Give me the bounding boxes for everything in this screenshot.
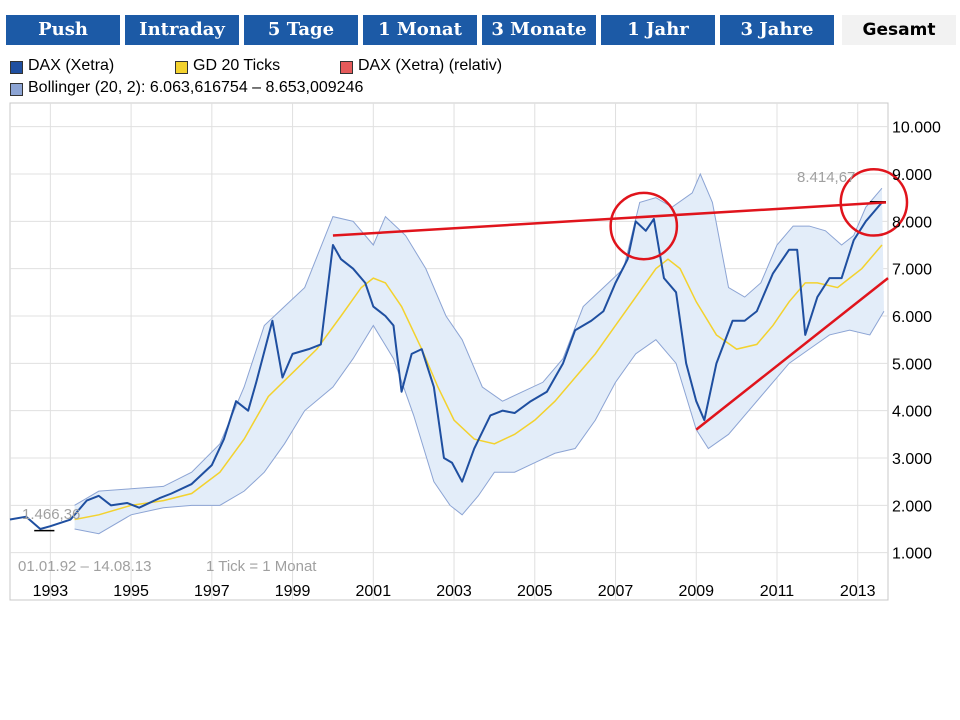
tab-1-jahr[interactable]: 1 Jahr bbox=[601, 15, 715, 45]
trend-line-upper bbox=[332, 201, 887, 237]
x-tick-label: 1999 bbox=[275, 583, 311, 600]
dax-line bbox=[9, 201, 883, 530]
x-tick-label: 1997 bbox=[194, 583, 230, 600]
plot-area bbox=[9, 102, 889, 601]
y-tick-label: 2.000 bbox=[892, 498, 932, 515]
highlight-circle-2 bbox=[839, 168, 909, 237]
tick-note-label: 1 Tick = 1 Monat bbox=[206, 558, 317, 575]
y-tick-label: 7.000 bbox=[892, 262, 932, 279]
legend-label-bollinger: Bollinger (20, 2): 6.063,616754 – 8.653,… bbox=[28, 79, 364, 96]
y-tick-label: 9.000 bbox=[892, 167, 932, 184]
highlight-circle-1 bbox=[609, 191, 679, 261]
min-value-label: 1.466,36 bbox=[22, 506, 80, 523]
y-tick-label: 10.000 bbox=[892, 120, 941, 137]
time-range-tabs: Push Intraday 5 Tage 1 Monat 3 Monate 1 … bbox=[6, 15, 956, 45]
tab-3-monate[interactable]: 3 Monate bbox=[482, 15, 596, 45]
legend-swatch-bollinger bbox=[10, 83, 23, 96]
x-tick-label: 2007 bbox=[598, 583, 634, 600]
y-tick-label: 6.000 bbox=[892, 309, 932, 326]
x-tick-label: 2005 bbox=[517, 583, 553, 600]
bollinger-band-area bbox=[74, 174, 884, 534]
tab-3-jahre[interactable]: 3 Jahre bbox=[720, 15, 834, 45]
x-tick-label: 1993 bbox=[33, 583, 69, 600]
tab-5-tage[interactable]: 5 Tage bbox=[244, 15, 358, 45]
gd20-line bbox=[74, 244, 883, 521]
legend-label-dax: DAX (Xetra) bbox=[28, 57, 115, 74]
x-tick-label: 2011 bbox=[760, 583, 795, 600]
tab-intraday[interactable]: Intraday bbox=[125, 15, 239, 45]
x-tick-label: 1995 bbox=[113, 583, 149, 600]
period-label: 01.01.92 – 14.08.13 bbox=[18, 558, 151, 575]
max-value-label: 8.414,67 bbox=[797, 169, 855, 186]
x-tick-label: 2003 bbox=[436, 583, 472, 600]
bollinger-upper-line bbox=[74, 172, 883, 506]
x-tick-label: 2013 bbox=[840, 583, 876, 600]
legend-swatch-dax bbox=[10, 61, 23, 74]
legend-label-relativ: DAX (Xetra) (relativ) bbox=[358, 57, 503, 74]
y-tick-label: 1.000 bbox=[892, 546, 932, 563]
tab-push[interactable]: Push bbox=[6, 15, 120, 45]
x-tick-label: 2001 bbox=[356, 583, 392, 600]
y-tick-label: 4.000 bbox=[892, 404, 932, 421]
y-tick-label: 3.000 bbox=[892, 451, 932, 468]
trend-line-lower bbox=[695, 277, 889, 431]
y-tick-label: 5.000 bbox=[892, 356, 932, 373]
legend-swatch-gd bbox=[175, 61, 188, 74]
bollinger-lower-line bbox=[74, 311, 885, 535]
y-tick-label: 8.000 bbox=[892, 214, 932, 231]
legend-label-gd: GD 20 Ticks bbox=[193, 57, 281, 74]
tab-gesamt[interactable]: Gesamt bbox=[842, 15, 956, 45]
tab-1-monat[interactable]: 1 Monat bbox=[363, 15, 477, 45]
x-tick-label: 2009 bbox=[678, 583, 714, 600]
legend-swatch-relativ bbox=[340, 61, 353, 74]
